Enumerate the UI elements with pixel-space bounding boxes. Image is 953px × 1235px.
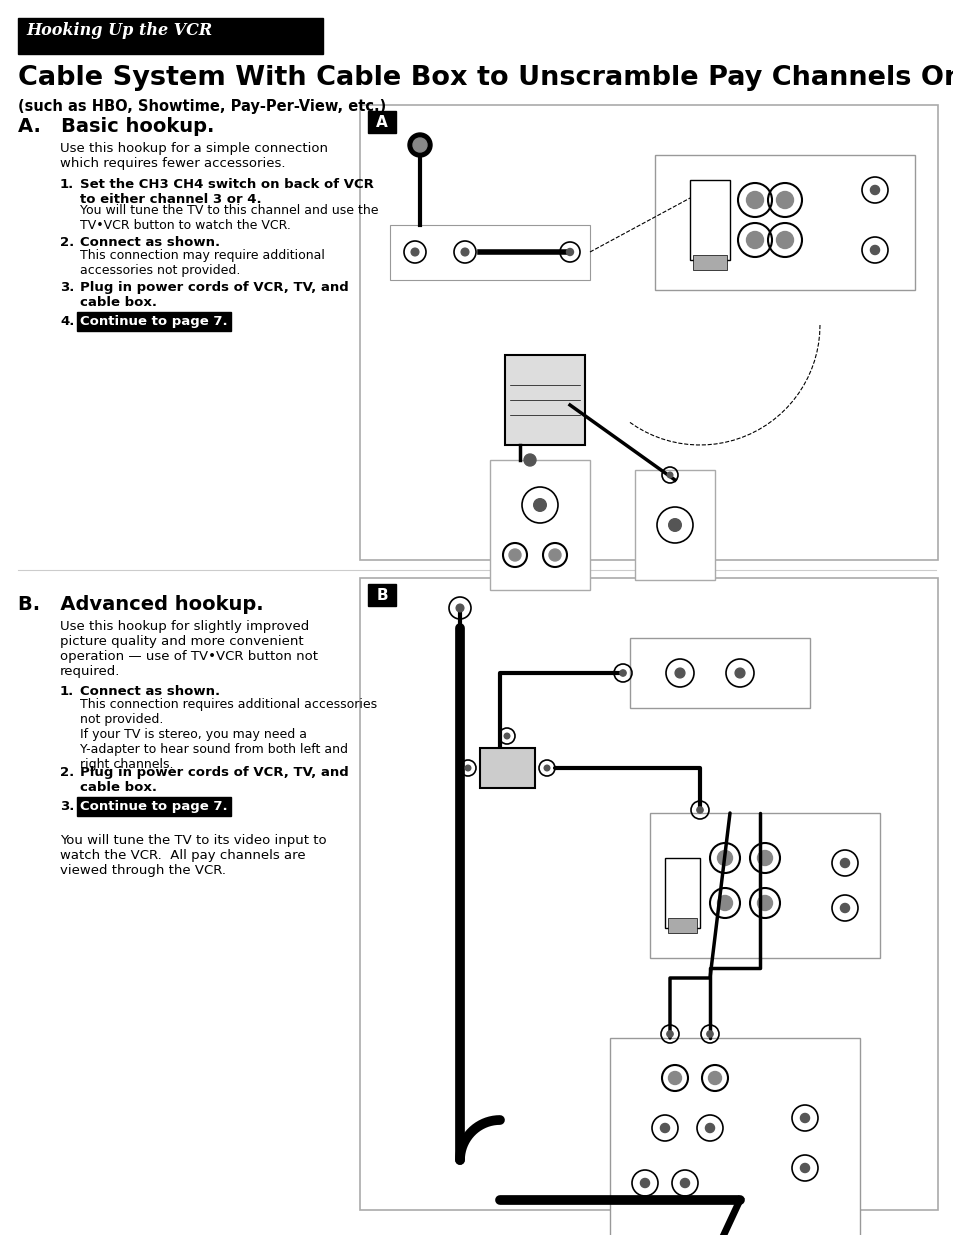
Circle shape: [509, 550, 520, 561]
Circle shape: [717, 895, 732, 910]
Circle shape: [675, 668, 684, 678]
Bar: [692, 254, 726, 270]
Circle shape: [745, 191, 762, 209]
Circle shape: [523, 454, 536, 466]
Circle shape: [708, 1072, 720, 1084]
Circle shape: [465, 766, 471, 771]
Circle shape: [717, 851, 732, 866]
Circle shape: [776, 231, 793, 248]
Text: Connect as shown.: Connect as shown.: [80, 685, 220, 698]
Circle shape: [460, 248, 468, 256]
Circle shape: [668, 1072, 680, 1084]
Text: 1.: 1.: [60, 178, 74, 191]
Circle shape: [543, 766, 549, 771]
Text: Hooking Up the VCR: Hooking Up the VCR: [26, 22, 212, 40]
Circle shape: [869, 246, 879, 254]
Bar: [655, 156, 914, 290]
Circle shape: [668, 519, 680, 531]
Circle shape: [619, 669, 625, 676]
Circle shape: [666, 472, 672, 478]
Bar: [18, 19, 323, 54]
Circle shape: [840, 904, 849, 913]
Circle shape: [411, 248, 418, 256]
Text: Plug in power cords of VCR, TV, and
cable box.: Plug in power cords of VCR, TV, and cabl…: [80, 282, 349, 309]
Circle shape: [696, 806, 702, 813]
Circle shape: [735, 668, 744, 678]
Circle shape: [408, 133, 432, 157]
Text: Plug in power cords of VCR, TV, and
cable box.: Plug in power cords of VCR, TV, and cabl…: [80, 766, 349, 794]
Circle shape: [504, 734, 509, 739]
Text: This connection requires additional accessories
not provided.
If your TV is ster: This connection requires additional acce…: [80, 698, 376, 771]
Text: 3.: 3.: [60, 800, 74, 813]
Text: A.   Basic hookup.: A. Basic hookup.: [18, 117, 214, 136]
Circle shape: [745, 231, 762, 248]
Text: Cable System With Cable Box to Unscramble Pay Channels Only: Cable System With Cable Box to Unscrambl…: [18, 65, 953, 91]
Text: Set the CH3 CH4 switch on back of VCR
to either channel 3 or 4.: Set the CH3 CH4 switch on back of VCR to…: [80, 178, 374, 206]
Text: Use this hookup for a simple connection
which requires fewer accessories.: Use this hookup for a simple connection …: [60, 142, 328, 170]
Circle shape: [757, 895, 772, 910]
Text: Connect as shown.: Connect as shown.: [80, 236, 220, 249]
Circle shape: [800, 1114, 809, 1123]
Bar: [368, 111, 395, 133]
Circle shape: [706, 1031, 713, 1037]
Bar: [629, 638, 809, 708]
Bar: [359, 105, 937, 559]
Bar: [479, 748, 535, 788]
Circle shape: [666, 1031, 673, 1037]
Text: A: A: [375, 115, 388, 130]
Circle shape: [840, 858, 849, 867]
Circle shape: [800, 1163, 809, 1172]
Circle shape: [456, 604, 463, 611]
Text: You will tune the TV to this channel and use the
TV•VCR button to watch the VCR.: You will tune the TV to this channel and…: [80, 204, 378, 232]
Circle shape: [659, 1124, 669, 1132]
Bar: [390, 225, 589, 280]
Text: Use this hookup for slightly improved
picture quality and more convenient
operat: Use this hookup for slightly improved pi…: [60, 620, 317, 678]
Circle shape: [757, 851, 772, 866]
Text: You will tune the TV to its video input to
watch the VCR.  All pay channels are
: You will tune the TV to its video input …: [60, 834, 326, 877]
Text: B: B: [375, 588, 388, 603]
Circle shape: [704, 1124, 714, 1132]
Text: 2.: 2.: [60, 236, 74, 249]
Text: 2.: 2.: [60, 766, 74, 779]
Circle shape: [776, 191, 793, 209]
Circle shape: [639, 1178, 649, 1188]
Bar: [664, 858, 700, 927]
Circle shape: [679, 1178, 689, 1188]
Bar: [667, 918, 697, 932]
Bar: [689, 180, 729, 261]
Bar: [359, 578, 937, 1210]
Circle shape: [413, 138, 427, 152]
Text: 3.: 3.: [60, 282, 74, 294]
Circle shape: [533, 499, 546, 511]
Circle shape: [566, 248, 573, 256]
Text: 1.: 1.: [60, 685, 74, 698]
Bar: [635, 471, 714, 580]
Bar: [609, 1037, 859, 1235]
Circle shape: [548, 550, 560, 561]
Bar: [649, 813, 879, 958]
Bar: [368, 584, 395, 606]
Text: Continue to page 7.: Continue to page 7.: [80, 800, 228, 813]
Text: B.   Advanced hookup.: B. Advanced hookup.: [18, 595, 263, 614]
Bar: [504, 354, 584, 445]
Text: This connection may require additional
accessories not provided.: This connection may require additional a…: [80, 249, 325, 277]
Bar: [490, 459, 589, 590]
Circle shape: [869, 185, 879, 195]
Text: Continue to page 7.: Continue to page 7.: [80, 315, 228, 329]
Text: (such as HBO, Showtime, Pay-Per-View, etc.): (such as HBO, Showtime, Pay-Per-View, et…: [18, 99, 386, 114]
Text: 4.: 4.: [60, 315, 74, 329]
